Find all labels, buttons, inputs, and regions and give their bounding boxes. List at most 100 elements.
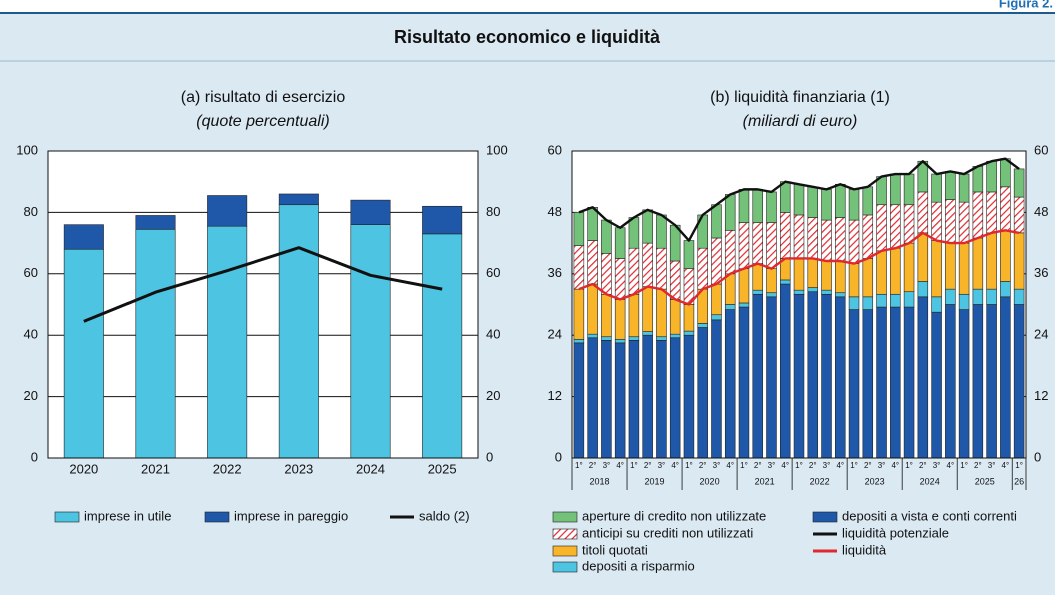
bar-segment [752, 189, 763, 223]
y2-tick-label: 60 [1034, 142, 1048, 157]
bar-segment [986, 304, 997, 459]
bar-segment [669, 260, 681, 300]
bar-segment [669, 337, 681, 459]
bar-segment [890, 293, 901, 308]
bar-segment [876, 306, 887, 459]
bar-segment [890, 306, 901, 459]
bar-segment [587, 337, 598, 459]
x-tick-label: 2023 [284, 461, 313, 476]
bar-segment [724, 230, 736, 275]
bar-segment [835, 183, 846, 218]
bar-segment [848, 219, 860, 264]
bar-segment [587, 333, 598, 339]
y2-tick-label: 36 [1034, 265, 1048, 280]
bar-segment [683, 240, 695, 269]
panel-title: (b) liquidità finanziaria (1) [710, 89, 890, 106]
y-tick-label: 40 [24, 327, 38, 342]
bar-segment [1000, 296, 1011, 459]
bar-segment [1013, 232, 1025, 290]
bar-segment [573, 342, 585, 459]
bar-segment [422, 233, 463, 459]
legend-label: depositi a vista e conti correnti [842, 508, 1017, 523]
x-tick-label: 2° [809, 461, 817, 470]
bar-segment [986, 191, 997, 234]
bar-segment [807, 186, 819, 218]
bar-segment [793, 214, 805, 259]
bar-segment [1013, 288, 1025, 305]
y-tick-label: 60 [548, 142, 562, 157]
x-tick-label: 3° [658, 461, 666, 470]
bar-segment [835, 296, 846, 459]
bar-segment [697, 323, 708, 328]
legend-swatch [812, 511, 838, 523]
y2-tick-label: 60 [486, 265, 500, 280]
bar-segment [738, 222, 750, 269]
x-tick-label: 2° [864, 461, 872, 470]
bar-segment [876, 204, 887, 252]
y2-tick-label: 0 [1034, 449, 1041, 464]
bar-segment [821, 289, 832, 295]
x-tick-label: 2° [754, 461, 762, 470]
bar-segment [614, 258, 626, 300]
bar-segment [1013, 196, 1025, 234]
x-tick-label: 1° [575, 461, 583, 470]
bar-segment [835, 292, 846, 298]
year-label: 2018 [589, 476, 609, 486]
line-series [578, 229, 1020, 306]
bar-segment [135, 228, 176, 459]
y2-tick-label: 20 [486, 388, 500, 403]
bar-segment [752, 293, 763, 459]
bar-segment [958, 242, 970, 295]
x-tick-label: 3° [713, 461, 721, 470]
x-tick-label: 2024 [356, 461, 385, 476]
bar-segment [821, 189, 832, 221]
bar-segment [917, 281, 929, 298]
bar-segment [903, 173, 915, 206]
bar-segment [656, 336, 667, 341]
bar-segment [207, 225, 248, 459]
bar-segment [711, 314, 722, 321]
legend-swatch [54, 511, 80, 523]
bar-segment [766, 191, 777, 223]
bar-segment [835, 217, 846, 262]
x-tick-label: 1° [740, 461, 748, 470]
x-tick-label: 1° [960, 461, 968, 470]
bar-segment [601, 219, 612, 254]
bar-segment [848, 263, 860, 298]
line-series [83, 246, 443, 323]
legend-swatch [204, 511, 230, 523]
top-strip [0, 0, 1055, 12]
panel-subtitle: (miliardi di euro) [743, 113, 858, 130]
y-tick-label: 0 [555, 449, 562, 464]
bar-segment [931, 240, 942, 298]
bar-segment [972, 166, 984, 193]
bar-segment [422, 205, 463, 235]
bar-segment [697, 247, 708, 290]
panel-title: (a) risultato di esercizio [181, 89, 346, 106]
y-tick-label: 12 [548, 388, 562, 403]
bar-segment [862, 214, 874, 259]
bar-segment [587, 206, 598, 241]
x-tick-label: 4° [836, 461, 844, 470]
y2-tick-label: 100 [486, 142, 508, 157]
x-tick-label: 1° [850, 461, 858, 470]
bar-segment [628, 336, 640, 341]
bar-segment [821, 260, 832, 291]
bar-segment [958, 293, 970, 310]
bar-segment [986, 288, 997, 305]
x-tick-label: 2020 [69, 461, 98, 476]
legend-swatch [552, 561, 578, 573]
bar-segment [766, 292, 777, 298]
bar-segment [724, 304, 736, 310]
bar-segment [711, 283, 722, 316]
bar-segment [986, 232, 997, 290]
bar-segment [876, 250, 887, 295]
bar-segment [628, 247, 640, 295]
bar-segment [135, 215, 176, 230]
bar-segment [793, 258, 805, 291]
x-tick-label: 3° [603, 461, 611, 470]
bar-segment [903, 204, 915, 244]
bar-segment [656, 288, 667, 338]
bar-segment [779, 212, 791, 259]
bar-segment [683, 330, 695, 336]
